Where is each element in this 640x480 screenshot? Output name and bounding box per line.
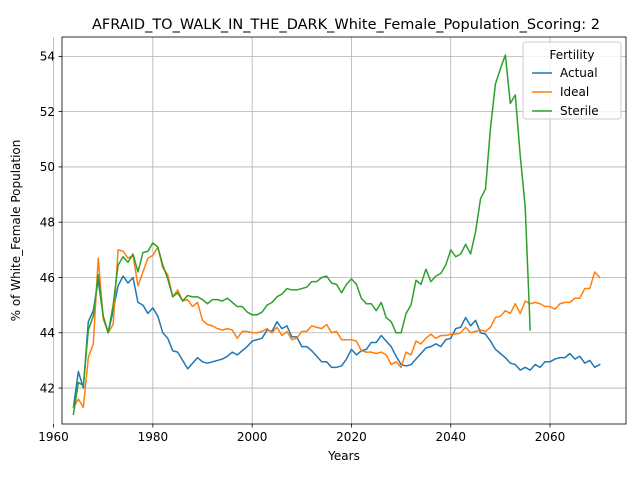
x-axis-label: Years [327, 449, 360, 463]
legend: Fertility Actual Ideal Sterile [522, 41, 622, 120]
x-tick-label: 1960 [38, 430, 69, 444]
y-tick-label: 44 [40, 326, 55, 340]
x-tick-label: 1980 [138, 430, 169, 444]
legend-title: Fertility [549, 48, 594, 62]
legend-label: Actual [560, 66, 598, 80]
chart-title: AFRAID_TO_WALK_IN_THE_DARK_White_Female_… [92, 17, 600, 33]
x-tick-label: 2000 [237, 430, 268, 444]
y-tick-label: 48 [40, 216, 55, 230]
y-tick-label: 54 [40, 50, 55, 64]
y-axis-label: % of White_Female Population [9, 140, 23, 322]
legend-items: Actual Ideal Sterile [532, 66, 599, 118]
x-tick-label: 2020 [336, 430, 367, 444]
legend-label: Sterile [560, 104, 599, 118]
series-line-sterile [72, 54, 531, 416]
y-tick-label: 46 [40, 271, 55, 285]
y-tick-label: 42 [40, 381, 55, 395]
x-axis-ticks: 1960 1980 2000 2020 2040 2060 [38, 424, 565, 444]
legend-label: Ideal [560, 85, 589, 99]
series-lines [72, 54, 601, 416]
series-line-actual [72, 275, 601, 409]
y-tick-label: 50 [40, 160, 55, 174]
plot-frame [61, 36, 627, 425]
x-tick-label: 2060 [535, 430, 566, 444]
y-axis-ticks: 42 44 46 48 50 52 54 [40, 50, 62, 395]
x-tick-label: 2040 [435, 430, 466, 444]
series-line-ideal [72, 246, 601, 409]
y-tick-label: 52 [40, 105, 55, 119]
legend-box [522, 41, 622, 120]
